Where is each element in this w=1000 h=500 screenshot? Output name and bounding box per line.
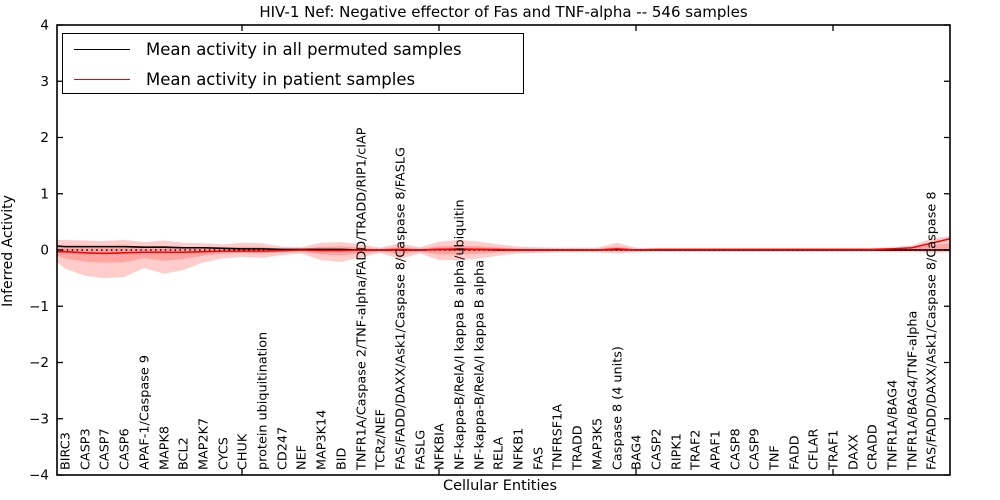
x-tick-label: BIRC3 [59,432,74,470]
x-tick-label: NFKB1 [512,428,527,470]
y-tick-label: −2 [29,355,49,371]
x-tick-label: CASP2 [650,428,665,470]
x-tick-label: RELA [492,437,507,470]
y-tick-label: −4 [29,468,49,484]
x-tick-label: MAP2K7 [197,418,212,470]
x-tick-label: BCL2 [177,437,192,470]
x-tick-label: CYCS [217,437,232,470]
legend-item-permuted: Mean activity in all permuted samples [63,34,523,64]
permuted-line-swatch [74,48,130,50]
y-tick-label: 1 [40,186,49,202]
x-tick-label: TNF [768,445,783,471]
y-tick-label: 0 [40,243,49,259]
patient-line-swatch [74,78,130,80]
x-tick-label: CD247 [276,427,291,470]
x-tick-label: RIPK1 [670,433,685,470]
x-tick-label: CHUK [236,433,251,470]
y-tick-label: 4 [40,18,49,34]
x-tick-label: DAXX [847,434,862,470]
x-tick-label: TRAF1 [827,430,842,471]
x-tick-label: NF-kappa-B/RelA/I kappa B alpha/ubiquiti… [453,199,468,470]
x-tick-label: MAPK8 [158,426,173,470]
x-tick-label: CFLAR [807,429,822,470]
legend-box: Mean activity in all permuted samples Me… [62,33,524,94]
patient-mean-line [57,237,951,255]
x-tick-label: NFKBIA [433,423,448,470]
x-tick-label: TNFR1A/Caspase 2/TNF-alpha/FADD/TRADD/RI… [355,127,370,471]
x-tick-label: CASP6 [118,428,133,470]
y-tick-label: 3 [40,74,49,90]
x-tick-label: FADD [788,435,803,470]
x-tick-label: BID [335,447,350,470]
x-tick-label: TNFR1A/BAG4 [886,380,901,471]
x-tick-label: FAS [532,447,547,470]
chart-title: HIV-1 Nef: Negative effector of Fas and … [259,3,748,21]
y-axis-label: Inferred Activity [0,195,16,307]
x-tick-label: MAP3K5 [591,418,606,470]
x-tick-label: CASP9 [748,428,763,470]
x-tick-label: APAF1 [709,430,724,470]
x-axis-label: Cellular Entities [442,478,558,494]
x-tick-label: BAG4 [630,435,645,470]
x-tick-label: NF-kappa-B/RelA/I kappa B alpha [473,260,488,470]
x-tick-label: CASP8 [729,428,744,470]
x-tick-label: MAP3K14 [315,410,330,470]
x-tick-label: TCRz/NEF [374,409,389,471]
x-tick-label: FAS/FADD/DAXX/Ask1/Caspase 8/Caspase 8/F… [394,147,409,470]
legend-label-patient: Mean activity in patient samples [146,69,416,89]
x-tick-label: TRAF2 [689,430,704,471]
x-tick-label: protein ubiquitination [256,332,271,470]
x-tick-label: CRADD [866,424,881,470]
x-tick-label: TRADD [571,425,586,471]
legend-label-permuted: Mean activity in all permuted samples [146,39,462,59]
x-tick-label: Caspase 8 (4 units) [611,346,626,470]
x-tick-label: TNFRSF1A [551,404,566,471]
y-tick-label: −1 [29,299,49,315]
x-tick-label: APAF-1/Caspase 9 [138,355,153,470]
x-tick-label: NEF [295,445,310,470]
x-tick-label: FAS/FADD/DAXX/Ask1/Caspase 8/Caspase 8 [925,192,940,470]
x-tick-label: CASP3 [79,428,94,470]
legend-item-patient: Mean activity in patient samples [63,64,523,94]
x-tick-label: FASLG [414,430,429,470]
x-tick-label: CASP7 [98,428,113,470]
y-tick-label: −3 [29,411,49,427]
y-tick-label: 2 [40,130,49,146]
x-tick-label: TNFR1A/BAG4/TNF-alpha [906,311,921,471]
